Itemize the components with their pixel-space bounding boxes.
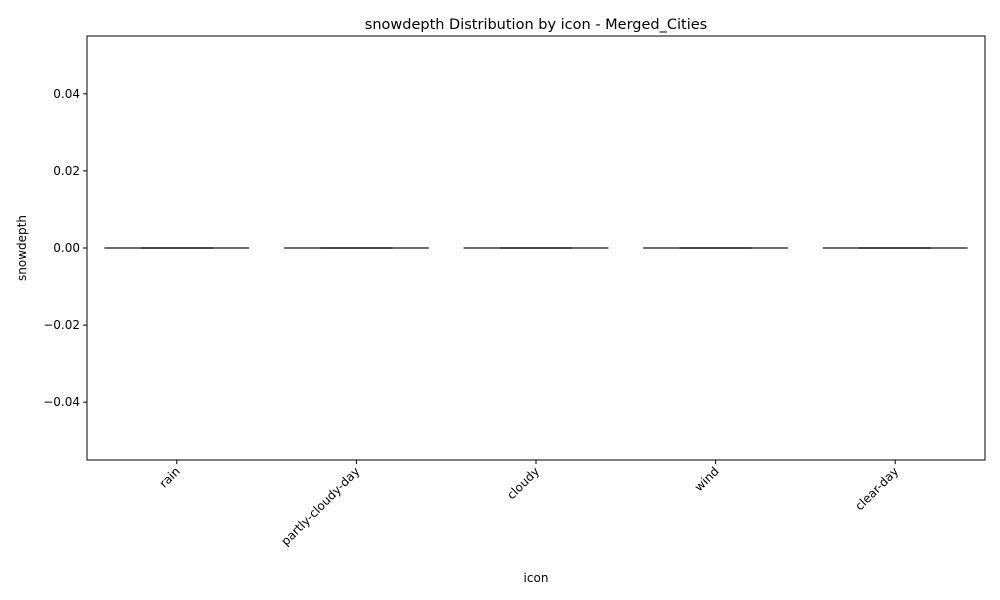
y-tick-label: 0.02 bbox=[53, 164, 80, 178]
x-tick-label: rain bbox=[157, 464, 183, 490]
y-tick-label: 0.04 bbox=[53, 87, 80, 101]
x-tick-label: wind bbox=[692, 464, 722, 494]
x-tick-label: clear-day bbox=[852, 464, 901, 513]
y-axis-label: snowdepth bbox=[15, 215, 29, 281]
y-tick-label: −0.02 bbox=[43, 318, 80, 332]
x-tick-label: partly-cloudy-day bbox=[278, 464, 362, 548]
y-tick-label: 0.00 bbox=[53, 241, 80, 255]
x-axis: rain partly-cloudy-day cloudy wind clear-day bbox=[157, 460, 901, 548]
x-tick-label: cloudy bbox=[504, 464, 542, 502]
x-axis-label: icon bbox=[524, 571, 549, 585]
chart-title: snowdepth Distribution by icon - Merged_… bbox=[365, 17, 707, 33]
y-tick-label: −0.04 bbox=[43, 395, 80, 409]
y-axis: −0.04 −0.02 0.00 0.02 0.04 bbox=[43, 87, 87, 409]
